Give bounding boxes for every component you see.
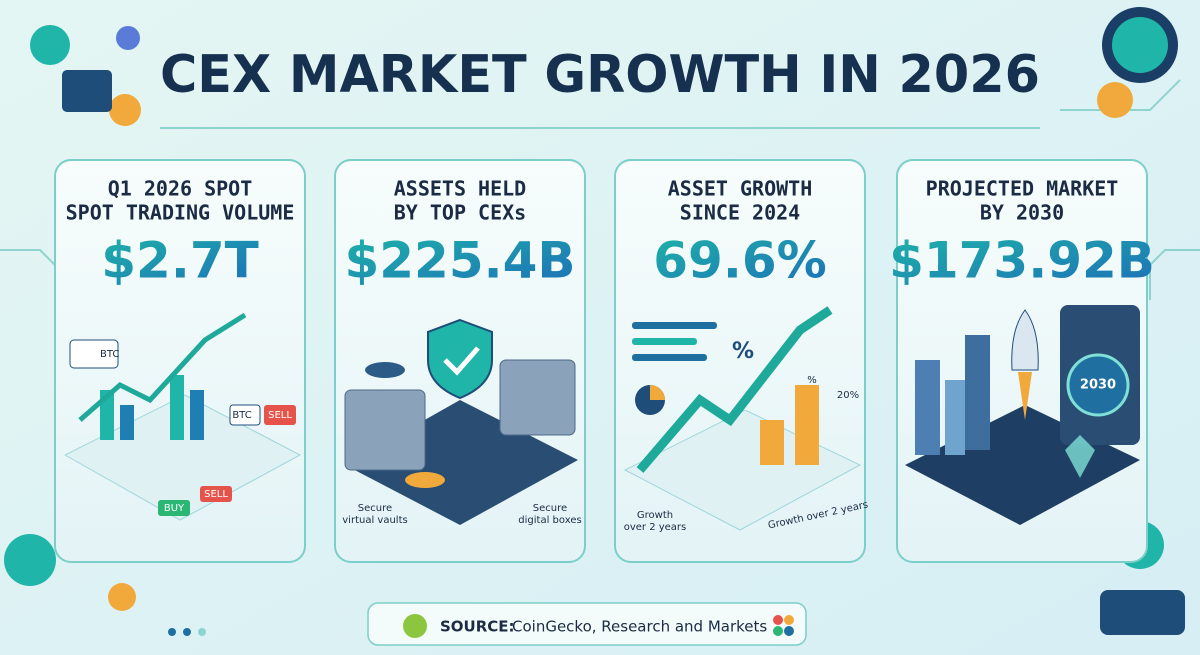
card-heading: SPOT TRADING VOLUME [66, 201, 295, 225]
source-label: SOURCE: [440, 618, 515, 636]
illustration-label: virtual vaults [342, 515, 407, 526]
city-illustration: 2030 [905, 305, 1140, 525]
illustration-label: over 2 years [624, 522, 687, 533]
card-value: $2.7T [101, 232, 258, 290]
card-heading: ASSET GROWTH [668, 177, 813, 201]
illustration-label: Secure [533, 503, 567, 514]
illustration-label: Secure [358, 503, 392, 514]
illustration-label: Growth [637, 510, 673, 521]
title: CEX MARKET GROWTH IN 2026 [160, 45, 1040, 105]
card-heading: ASSETS HELD [394, 177, 526, 201]
illustration-label: SELL [204, 489, 228, 500]
decor-coins [4, 7, 1185, 636]
card-value: $225.4B [344, 232, 575, 290]
card-heading: PROJECTED MARKET [926, 177, 1119, 201]
illustration-label: SELL [268, 410, 292, 421]
card-heading: SINCE 2024 [680, 201, 800, 225]
source-text: CoinGecko, Research and Markets [512, 618, 767, 636]
illustration-label: BUY [164, 503, 185, 514]
illustration-label: % [807, 375, 817, 386]
source-box: SOURCE: CoinGecko, Research and Markets [367, 602, 807, 646]
illustration-label: BTC [232, 410, 251, 421]
vault-illustration: Secure virtual vaults Secure digital box… [342, 318, 582, 526]
card: ASSET GROWTH SINCE 2024 69.6% % % 20% Gr… [614, 159, 869, 563]
illustration-label: BTC [100, 349, 119, 360]
card-heading: Q1 2026 SPOT [108, 177, 253, 201]
card: Q1 2026 SPOT SPOT TRADING VOLUME $2.7T B… [54, 159, 306, 563]
trading-illustration: BTC BTC SELL BUY SELL [63, 312, 302, 521]
illustration-label: % [732, 339, 754, 364]
coingecko-logo [403, 614, 427, 638]
illustration-label: digital boxes [518, 515, 581, 526]
research-logo [773, 615, 794, 636]
card-value: $173.92B [889, 232, 1155, 290]
card-heading: BY TOP CEXs [394, 201, 526, 225]
card-value: 69.6% [653, 232, 826, 290]
illustration-label: 2030 [1080, 378, 1116, 393]
illustration-label: 20% [837, 390, 859, 401]
card-heading: BY 2030 [980, 201, 1064, 225]
card: PROJECTED MARKET BY 2030 $173.92B 2030 [889, 159, 1155, 563]
card: ASSETS HELD BY TOP CEXs $225.4B Secure v… [334, 159, 586, 563]
